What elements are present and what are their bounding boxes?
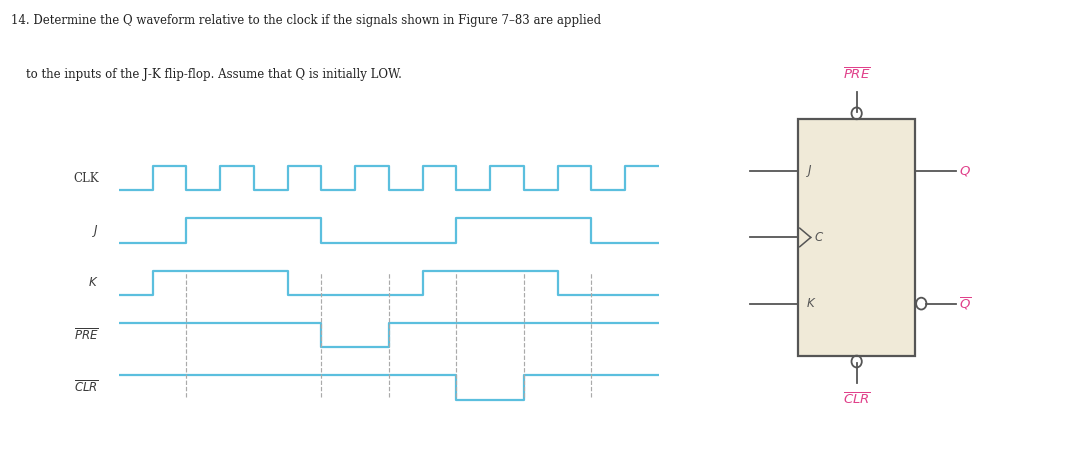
Text: CLK: CLK [73,172,98,185]
Text: 14. Determine the Q waveform relative to the clock if the signals shown in Figur: 14. Determine the Q waveform relative to… [11,14,600,27]
Bar [798,119,916,356]
Text: $\overline{CLR}$: $\overline{CLR}$ [842,392,870,408]
Text: $Q$: $Q$ [959,164,971,178]
Text: $K$: $K$ [89,277,98,289]
Text: $\overline{PRE}$: $\overline{PRE}$ [73,327,98,343]
Text: $\overline{PRE}$: $\overline{PRE}$ [842,67,870,83]
Text: $K$: $K$ [806,297,816,310]
Text: $C$: $C$ [814,231,825,244]
Text: $\overline{CLR}$: $\overline{CLR}$ [73,380,98,395]
Text: $\overline{Q}$: $\overline{Q}$ [959,295,972,312]
Text: $J$: $J$ [806,163,813,179]
Text: $J$: $J$ [92,223,98,238]
Text: to the inputs of the J-K flip-flop. Assume that Q is initially LOW.: to the inputs of the J-K flip-flop. Assu… [11,68,402,81]
